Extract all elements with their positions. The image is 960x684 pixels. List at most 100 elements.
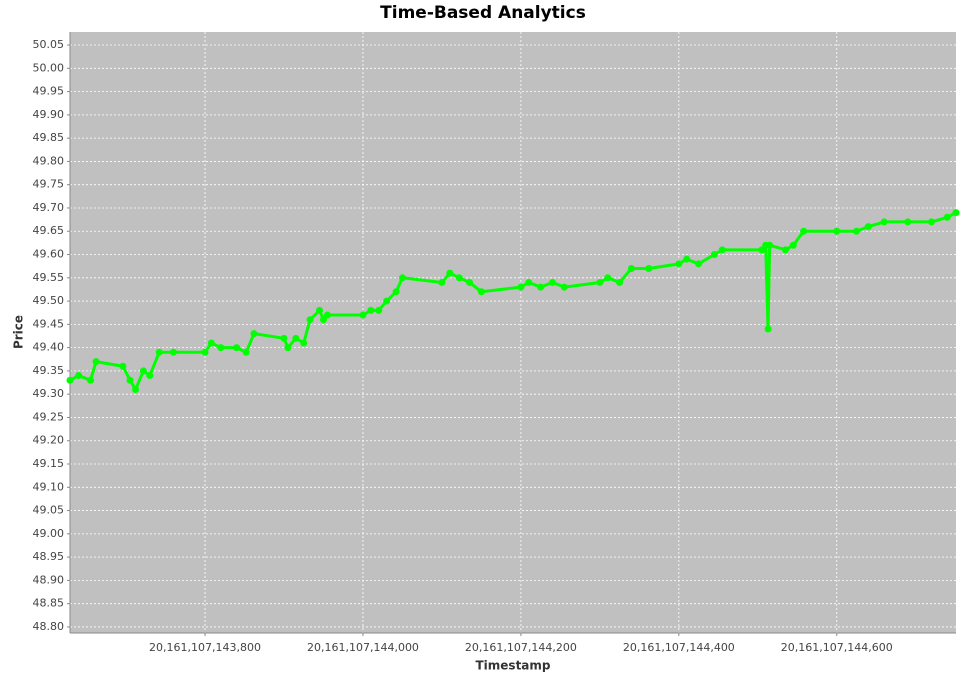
y-tick-label: 49.95 bbox=[33, 85, 65, 98]
data-point bbox=[126, 376, 134, 384]
data-point bbox=[233, 344, 241, 352]
data-point bbox=[438, 278, 446, 286]
data-point bbox=[169, 348, 177, 356]
y-tick-label: 49.35 bbox=[33, 364, 65, 377]
data-point bbox=[319, 316, 327, 324]
data-point bbox=[675, 260, 683, 268]
data-point bbox=[92, 358, 100, 366]
y-tick-label: 49.05 bbox=[33, 504, 65, 517]
y-tick-label: 48.85 bbox=[33, 597, 65, 610]
data-point bbox=[943, 213, 951, 221]
x-tick-label: 20,161,107,143,800 bbox=[149, 641, 261, 654]
chart-title: Time-Based Analytics bbox=[380, 3, 586, 23]
y-tick-label: 49.50 bbox=[33, 294, 65, 307]
data-point bbox=[645, 264, 653, 272]
y-tick-label: 49.55 bbox=[33, 271, 65, 284]
data-point bbox=[392, 288, 400, 296]
data-point bbox=[455, 274, 463, 282]
data-point bbox=[207, 339, 215, 347]
data-point bbox=[758, 246, 766, 254]
data-point bbox=[477, 288, 485, 296]
y-tick-label: 49.30 bbox=[33, 387, 65, 400]
y-tick-label: 49.65 bbox=[33, 224, 65, 237]
data-point bbox=[627, 264, 635, 272]
data-point bbox=[75, 372, 83, 380]
y-tick-label: 48.80 bbox=[33, 620, 65, 633]
data-point bbox=[928, 218, 936, 226]
y-tick-label: 49.20 bbox=[33, 434, 65, 447]
data-point bbox=[201, 348, 209, 356]
y-axis-label: Price bbox=[12, 315, 26, 349]
data-point bbox=[155, 348, 163, 356]
data-point bbox=[952, 209, 960, 217]
y-tick-label: 49.60 bbox=[33, 248, 65, 261]
y-tick-label: 48.95 bbox=[33, 550, 65, 563]
y-tick-label: 49.45 bbox=[33, 317, 65, 330]
data-point bbox=[87, 376, 95, 384]
data-point bbox=[242, 348, 250, 356]
y-tick-label: 49.80 bbox=[33, 154, 65, 167]
data-point bbox=[217, 344, 225, 352]
y-tick-label: 49.25 bbox=[33, 410, 65, 423]
x-tick-label: 20,161,107,144,600 bbox=[781, 641, 893, 654]
data-point bbox=[560, 283, 568, 291]
data-point bbox=[466, 278, 474, 286]
data-point bbox=[146, 372, 154, 380]
data-point bbox=[398, 274, 406, 282]
x-tick-label: 20,161,107,144,400 bbox=[623, 641, 735, 654]
data-point bbox=[367, 306, 375, 314]
data-point bbox=[904, 218, 912, 226]
data-point bbox=[132, 386, 140, 394]
y-tick-label: 49.15 bbox=[33, 457, 65, 470]
data-point bbox=[525, 278, 533, 286]
data-point bbox=[359, 311, 367, 319]
data-point bbox=[280, 334, 288, 342]
data-point bbox=[250, 330, 258, 338]
data-point bbox=[323, 311, 331, 319]
y-tick-label: 49.85 bbox=[33, 131, 65, 144]
data-point bbox=[66, 376, 74, 384]
data-point bbox=[853, 227, 861, 235]
y-tick-label: 49.40 bbox=[33, 341, 65, 354]
data-point bbox=[517, 283, 525, 291]
y-tick-label: 49.10 bbox=[33, 480, 65, 493]
data-point bbox=[375, 306, 383, 314]
data-point bbox=[537, 283, 545, 291]
data-point bbox=[300, 339, 308, 347]
y-tick-label: 49.75 bbox=[33, 178, 65, 191]
x-axis-label: Timestamp bbox=[475, 659, 550, 673]
data-point bbox=[800, 227, 808, 235]
data-point bbox=[764, 325, 772, 333]
data-point bbox=[446, 269, 454, 277]
x-tick-label: 20,161,107,144,000 bbox=[307, 641, 419, 654]
data-point bbox=[683, 255, 691, 263]
data-point bbox=[119, 362, 127, 370]
x-tick-label: 20,161,107,144,200 bbox=[465, 641, 577, 654]
y-tick-label: 48.90 bbox=[33, 573, 65, 586]
data-point bbox=[604, 274, 612, 282]
y-tick-label: 49.70 bbox=[33, 201, 65, 214]
data-point bbox=[880, 218, 888, 226]
data-point bbox=[718, 246, 726, 254]
data-point bbox=[316, 306, 324, 314]
y-tick-label: 50.05 bbox=[33, 38, 65, 51]
data-point bbox=[292, 334, 300, 342]
y-tick-label: 49.90 bbox=[33, 108, 65, 121]
data-point bbox=[710, 251, 718, 259]
y-tick-label: 50.00 bbox=[33, 61, 65, 74]
data-point bbox=[383, 297, 391, 305]
data-point bbox=[284, 344, 292, 352]
plot-area bbox=[70, 32, 956, 633]
data-point bbox=[695, 260, 703, 268]
data-point bbox=[306, 316, 314, 324]
data-point bbox=[789, 241, 797, 249]
data-point bbox=[616, 278, 624, 286]
data-point bbox=[548, 278, 556, 286]
data-point bbox=[139, 367, 147, 375]
data-point bbox=[864, 223, 872, 231]
y-tick-label: 49.00 bbox=[33, 527, 65, 540]
data-point bbox=[596, 278, 604, 286]
data-point bbox=[766, 241, 774, 249]
data-point bbox=[781, 246, 789, 254]
